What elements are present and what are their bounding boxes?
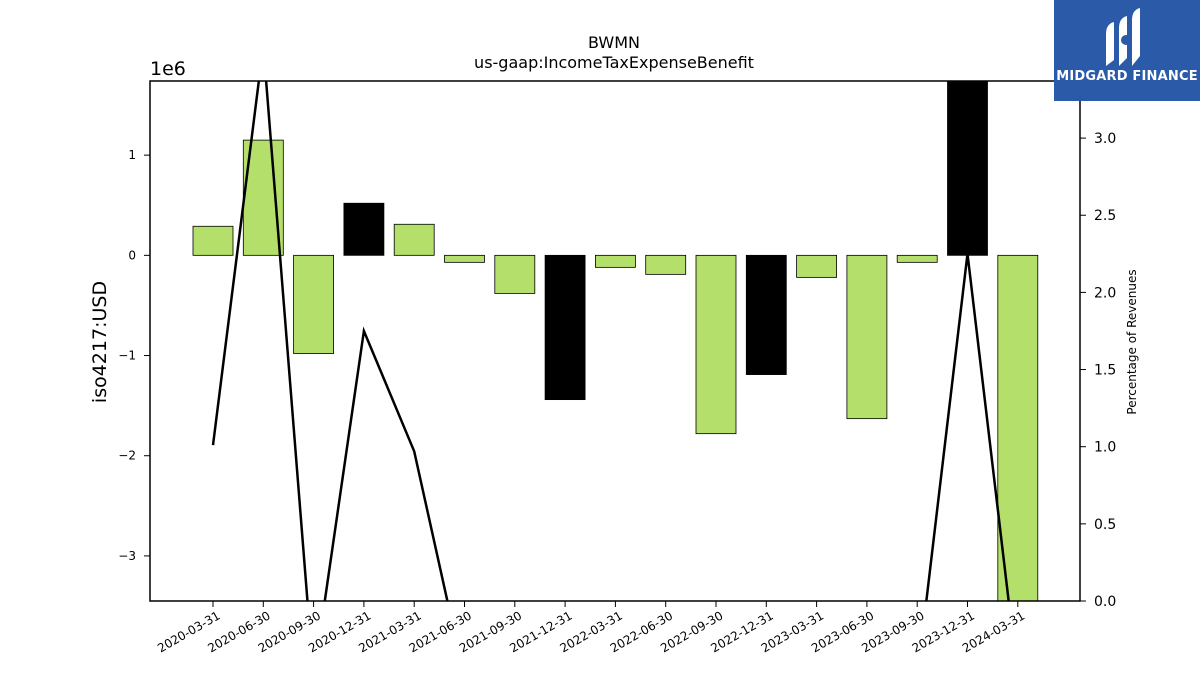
- bar: [645, 254, 687, 275]
- line-segment: [925, 253, 1010, 601]
- bar: [796, 254, 837, 278]
- plot-frame: [149, 80, 1081, 602]
- bar: [947, 81, 988, 256]
- bar: [695, 254, 737, 435]
- logo-mark-icon: [1106, 8, 1140, 66]
- chart-subtitle: us-gaap:IncomeTaxExpenseBenefit: [474, 53, 754, 72]
- y-tick-label: −1: [118, 349, 136, 363]
- bar: [896, 254, 938, 263]
- bar: [544, 254, 586, 401]
- bars-group: [192, 81, 1039, 601]
- bar: [595, 254, 636, 268]
- bar: [343, 202, 385, 256]
- bar: [494, 254, 536, 294]
- y2-tick-label: 1.0: [1094, 440, 1116, 456]
- y2-tick-label: 3.0: [1094, 131, 1116, 147]
- bar: [444, 254, 485, 263]
- y-tick-label: 0: [128, 248, 136, 262]
- bar: [393, 223, 435, 256]
- y2-tick-label: 2.5: [1094, 208, 1116, 224]
- y2-axis-label: Percentage of Revenues: [1125, 269, 1139, 414]
- bar: [293, 254, 335, 354]
- line-group: [211, 81, 1010, 601]
- chart-title: BWMN: [588, 33, 640, 52]
- y-tick-label: −2: [118, 449, 136, 463]
- y-axis-label: iso4217:USD: [89, 281, 111, 403]
- bar: [192, 225, 234, 256]
- y-tick-label: 1: [128, 148, 136, 162]
- bar: [745, 254, 787, 375]
- y2-tick-label: 2.0: [1094, 285, 1116, 301]
- bar: [997, 254, 1039, 601]
- y-tick-label: −3: [118, 549, 136, 563]
- brand-logo: MIDGARD FINANCE: [1054, 0, 1200, 101]
- y2-tick-label: 0.0: [1094, 594, 1116, 610]
- y2-tick-label: 0.5: [1094, 517, 1116, 533]
- y-offset-label: 1e6: [150, 58, 186, 80]
- logo-text: MIDGARD FINANCE: [1056, 69, 1198, 84]
- y2-tick-label: 1.5: [1094, 363, 1116, 379]
- line-segment: [211, 81, 449, 601]
- bar: [846, 254, 888, 420]
